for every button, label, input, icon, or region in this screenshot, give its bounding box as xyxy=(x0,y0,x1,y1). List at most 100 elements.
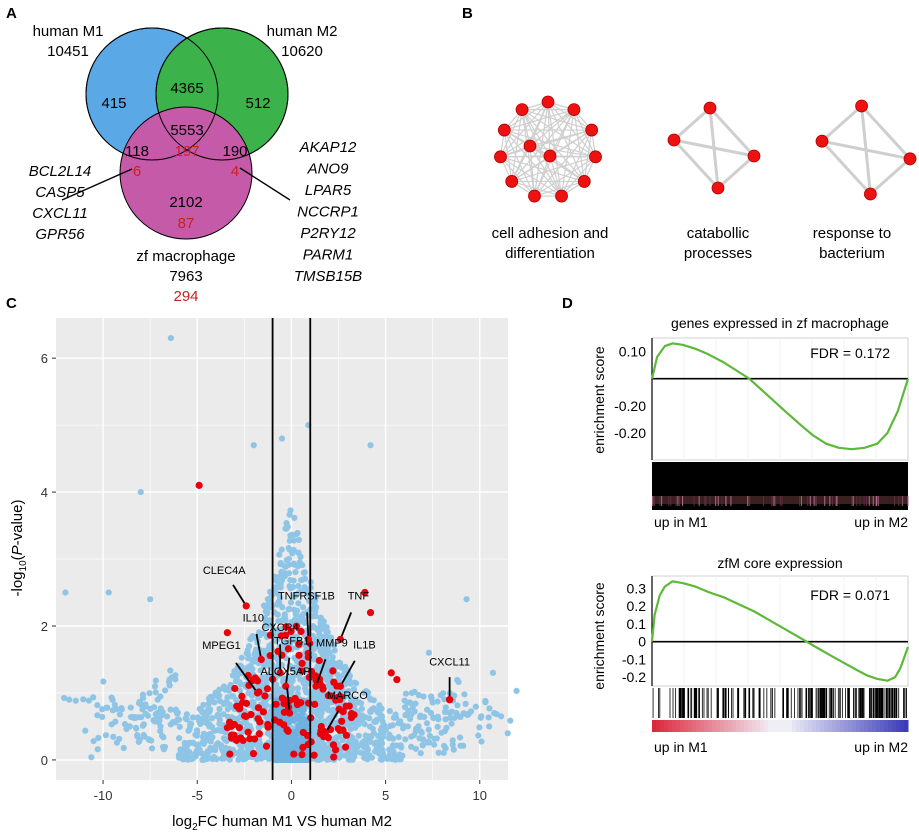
volcano-point xyxy=(185,727,192,734)
volcano-point xyxy=(418,729,425,736)
volcano-point xyxy=(312,603,319,610)
volcano-point xyxy=(417,712,424,719)
volcano-point xyxy=(197,706,204,714)
volcano-point xyxy=(147,705,154,712)
network-1-edge xyxy=(521,109,551,157)
volcano-point xyxy=(376,709,383,716)
volcano-point xyxy=(402,690,410,697)
gsea-bottom-y-tick-label: 0.1 xyxy=(627,616,647,632)
volcano-point xyxy=(387,722,394,730)
volcano-highlight-point xyxy=(231,684,239,693)
volcano-point xyxy=(217,698,224,705)
network-3-node xyxy=(864,187,877,201)
volcano-point xyxy=(289,531,296,538)
venn-circle-zf xyxy=(119,106,253,240)
gsea-bottom-gradient-cell xyxy=(656,720,661,732)
volcano-highlight-point xyxy=(262,742,271,750)
venn-right-gene: PARM1 xyxy=(303,247,354,264)
volcano-point xyxy=(139,695,147,702)
network-2-edge xyxy=(673,138,755,158)
network-3-label-line1: response to xyxy=(813,225,891,242)
gsea-bottom-gradient-cell xyxy=(760,720,765,732)
gsea-bottom-y-tick-label: -0.2 xyxy=(622,669,646,685)
gsea-bottom-gradient-cell xyxy=(848,720,853,732)
volcano-point xyxy=(94,746,101,753)
volcano-outlier-point xyxy=(367,442,374,449)
volcano-point xyxy=(245,651,252,659)
volcano-point xyxy=(371,718,378,725)
volcano-point xyxy=(131,714,138,721)
venn-left-gene: CASP5 xyxy=(35,184,85,201)
gsea-bottom-gradient-cell xyxy=(764,720,769,732)
volcano-point xyxy=(174,709,181,716)
volcano-point xyxy=(295,723,302,730)
volcano-highlight-point xyxy=(252,675,260,683)
gsea-bottom-y-tick-label: 0.2 xyxy=(627,598,647,614)
volcano-point xyxy=(441,708,449,716)
network-1-edge xyxy=(534,156,596,197)
volcano-point xyxy=(286,511,293,518)
volcano-highlight-point xyxy=(239,736,247,745)
volcano-point xyxy=(163,713,171,720)
volcano-y-axis-label: -log10(P-value) xyxy=(9,499,29,596)
volcano-point xyxy=(213,755,220,763)
volcano-point xyxy=(139,722,147,729)
volcano-highlight-point xyxy=(393,675,401,684)
volcano-point xyxy=(316,756,323,763)
volcano-highlight-point xyxy=(227,722,235,731)
volcano-point xyxy=(447,714,454,721)
volcano-point xyxy=(361,754,368,761)
volcano-point xyxy=(295,582,302,590)
volcano-label-leader xyxy=(255,633,263,660)
volcano-highlight-point xyxy=(242,699,251,707)
volcano-point xyxy=(412,745,420,752)
gsea-bottom-gradient-cell xyxy=(904,720,909,732)
network-1-edge xyxy=(500,155,551,158)
gsea-bottom-y-label: enrichment score xyxy=(591,582,607,690)
volcano-point xyxy=(417,750,424,757)
volcano-point xyxy=(320,745,328,752)
volcano-point xyxy=(139,706,146,713)
volcano-point xyxy=(367,696,374,703)
volcano-point xyxy=(379,750,387,757)
volcano-point xyxy=(415,692,422,699)
volcano-point xyxy=(88,754,95,761)
volcano-point xyxy=(159,743,167,751)
volcano-point xyxy=(364,689,372,696)
network-1-node xyxy=(505,175,519,188)
volcano-point xyxy=(184,747,191,754)
volcano-point xyxy=(449,737,456,744)
volcano-point xyxy=(235,750,242,757)
volcano-point xyxy=(301,685,309,692)
volcano-point xyxy=(278,546,285,553)
volcano-highlight-point xyxy=(342,702,350,710)
volcano-point xyxy=(224,694,231,701)
volcano-label-point xyxy=(282,682,290,690)
network-2-edge xyxy=(673,106,711,142)
volcano-point xyxy=(478,738,485,745)
gsea-bottom-gradient-cell xyxy=(804,720,809,732)
volcano-point xyxy=(174,716,181,723)
volcano-point xyxy=(281,611,288,618)
volcano-point xyxy=(196,746,203,753)
volcano-point xyxy=(324,646,331,653)
volcano-point xyxy=(455,678,462,686)
volcano-point xyxy=(152,677,159,684)
volcano-highlight-point xyxy=(299,728,307,737)
volcano-point xyxy=(157,723,164,730)
volcano-point xyxy=(317,692,324,699)
volcano-point xyxy=(301,569,308,576)
network-3-label-line2: bacterium xyxy=(819,245,885,262)
volcano-point xyxy=(333,734,340,741)
volcano-point xyxy=(290,560,297,567)
volcano-point xyxy=(426,732,434,739)
volcano-outlier-point xyxy=(486,723,493,730)
venn-left-gene: BCL2L14 xyxy=(29,163,92,180)
volcano-point xyxy=(425,738,432,745)
volcano-point xyxy=(446,709,453,716)
volcano-highlight-point xyxy=(387,669,395,677)
gsea-top-y-tick-label: -0.20 xyxy=(614,398,646,414)
volcano-point xyxy=(285,735,292,742)
gsea-bottom-gradient-cell xyxy=(900,720,905,732)
